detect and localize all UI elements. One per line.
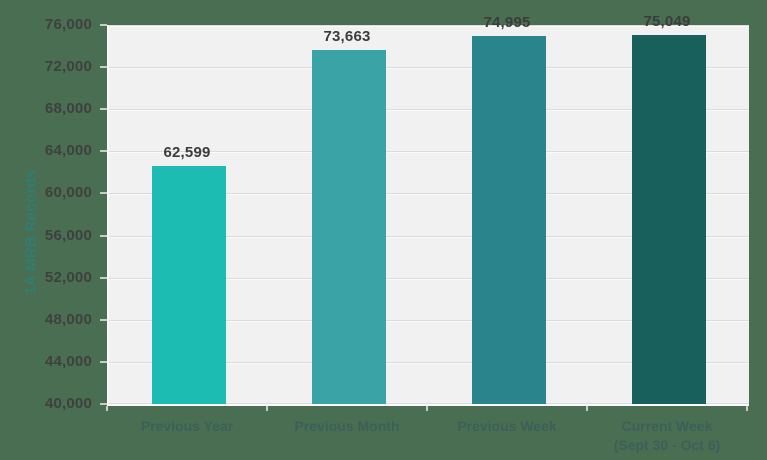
- gridline: [109, 109, 749, 111]
- gridline: [109, 67, 749, 69]
- y-tick-label: 56,000: [44, 226, 92, 244]
- plot-area: [107, 25, 749, 406]
- x-tick-mark: [586, 406, 588, 411]
- gridline: [109, 235, 749, 237]
- y-tick-label: 60,000: [44, 184, 92, 202]
- y-tick-label: 40,000: [44, 395, 92, 412]
- y-tick-label: 68,000: [44, 100, 92, 118]
- gridline: [109, 193, 749, 195]
- y-tick-label: 44,000: [44, 352, 92, 370]
- y-tick-label: 64,000: [44, 142, 92, 160]
- y-tick-label: 76,000: [44, 16, 92, 33]
- x-category-label: Current Week (Sept 30 - Oct 6): [587, 417, 747, 455]
- y-tick-mark: [100, 66, 107, 69]
- x-category-label-line: Previous Week: [457, 418, 557, 434]
- y-tick-label: 48,000: [44, 310, 92, 328]
- y-tick-mark: [100, 192, 107, 195]
- gridline: [109, 403, 749, 404]
- bar-3: [472, 35, 546, 404]
- y-tick-mark: [100, 403, 107, 405]
- x-tick-mark: [266, 406, 268, 411]
- gridline: [109, 361, 749, 363]
- y-tick-mark: [100, 276, 107, 279]
- bar-value-label: 73,663: [323, 27, 371, 45]
- y-tick-mark: [100, 318, 107, 321]
- bar-value-label: 75,049: [643, 13, 691, 30]
- y-tick-mark: [100, 108, 107, 111]
- bar-value-label: 74,995: [483, 13, 531, 31]
- y-tick-mark: [100, 234, 107, 237]
- bar-1: [152, 166, 226, 404]
- x-tick-mark: [746, 406, 748, 411]
- x-category-label: Previous Year: [107, 417, 267, 436]
- x-category-label: Previous Week: [427, 417, 587, 436]
- bar-4: [632, 35, 706, 404]
- x-category-label-line: Previous Month: [294, 418, 400, 434]
- x-tick-mark: [106, 406, 108, 411]
- bar-value-label: 62,599: [163, 144, 211, 162]
- y-tick-mark: [100, 360, 107, 363]
- x-category-label: Previous Month: [267, 417, 427, 436]
- y-tick-label: 72,000: [44, 58, 92, 76]
- x-tick-mark: [426, 406, 428, 411]
- gridline: [109, 277, 749, 279]
- gridline: [109, 25, 749, 26]
- gridline: [109, 151, 749, 153]
- x-category-label-line: Previous Year: [140, 418, 234, 434]
- bar-2: [312, 49, 386, 404]
- y-tick-mark: [100, 150, 107, 153]
- gridline: [109, 319, 749, 321]
- y-tick-label: 52,000: [44, 268, 92, 286]
- y-tick-mark: [100, 24, 107, 26]
- x-category-label-line: (Sept 30 - Oct 6): [613, 437, 721, 453]
- x-category-label-line: Current Week: [621, 418, 713, 434]
